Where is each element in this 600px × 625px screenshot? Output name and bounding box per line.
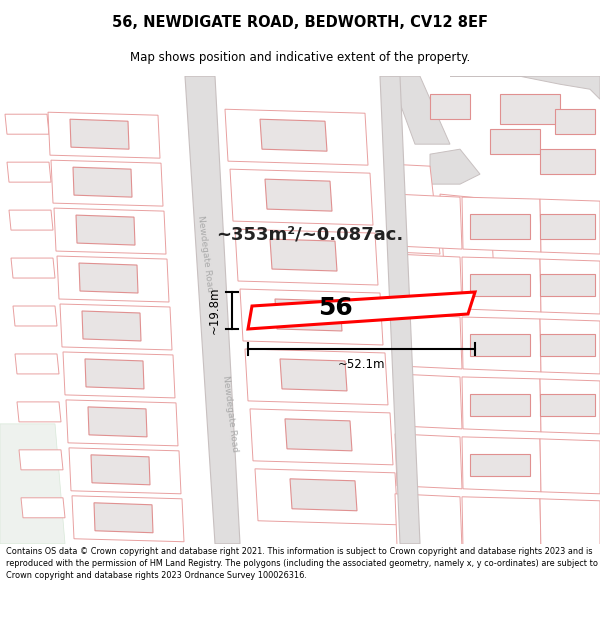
Polygon shape [5, 114, 49, 134]
Polygon shape [91, 455, 150, 485]
Text: Newdegate Road: Newdegate Road [221, 375, 239, 452]
Polygon shape [540, 199, 600, 254]
Polygon shape [72, 496, 184, 542]
Polygon shape [260, 119, 327, 151]
Polygon shape [17, 402, 61, 422]
Polygon shape [540, 274, 595, 296]
Polygon shape [51, 160, 163, 206]
Polygon shape [490, 129, 540, 154]
Polygon shape [76, 215, 135, 245]
Polygon shape [265, 179, 332, 211]
Polygon shape [470, 214, 530, 239]
Polygon shape [0, 424, 65, 544]
Polygon shape [11, 258, 55, 278]
Polygon shape [500, 94, 560, 124]
Polygon shape [94, 503, 153, 532]
Polygon shape [7, 162, 51, 182]
Polygon shape [540, 319, 600, 374]
Polygon shape [235, 229, 378, 285]
Polygon shape [290, 479, 357, 511]
Text: ~52.1m: ~52.1m [338, 359, 385, 371]
Polygon shape [540, 439, 600, 494]
Polygon shape [275, 299, 342, 331]
Polygon shape [462, 317, 541, 372]
Polygon shape [185, 76, 240, 544]
Polygon shape [470, 394, 530, 416]
Polygon shape [462, 377, 541, 432]
Polygon shape [395, 434, 462, 489]
Polygon shape [19, 450, 63, 470]
Polygon shape [540, 334, 595, 356]
Polygon shape [21, 498, 65, 518]
Polygon shape [15, 354, 59, 374]
Polygon shape [248, 292, 475, 329]
Polygon shape [9, 210, 53, 230]
Polygon shape [60, 304, 172, 350]
Polygon shape [390, 164, 440, 254]
Polygon shape [540, 149, 595, 174]
Polygon shape [225, 109, 368, 165]
Polygon shape [82, 311, 141, 341]
Polygon shape [79, 263, 138, 293]
Text: Map shows position and indicative extent of the property.: Map shows position and indicative extent… [130, 51, 470, 64]
Polygon shape [462, 497, 541, 552]
Polygon shape [85, 359, 144, 389]
Polygon shape [470, 334, 530, 356]
Polygon shape [390, 76, 450, 144]
Polygon shape [470, 274, 530, 296]
Polygon shape [450, 76, 600, 99]
Polygon shape [48, 112, 160, 158]
Polygon shape [270, 239, 337, 271]
Polygon shape [395, 494, 462, 549]
Polygon shape [462, 437, 541, 492]
Polygon shape [13, 306, 57, 326]
Text: 56: 56 [319, 296, 353, 320]
Polygon shape [54, 208, 166, 254]
Polygon shape [540, 214, 595, 239]
Polygon shape [395, 194, 462, 249]
Text: ~353m²/~0.087ac.: ~353m²/~0.087ac. [217, 225, 404, 243]
Polygon shape [440, 194, 495, 294]
Polygon shape [70, 119, 129, 149]
Polygon shape [250, 409, 393, 465]
Polygon shape [430, 94, 470, 119]
Polygon shape [63, 352, 175, 398]
Polygon shape [57, 256, 169, 302]
Polygon shape [462, 257, 541, 312]
Polygon shape [540, 259, 600, 314]
Text: Newdegate Road: Newdegate Road [196, 215, 214, 293]
Polygon shape [280, 359, 347, 391]
Polygon shape [395, 314, 462, 369]
Polygon shape [66, 400, 178, 446]
Polygon shape [395, 374, 462, 429]
Polygon shape [245, 349, 388, 405]
Text: Contains OS data © Crown copyright and database right 2021. This information is : Contains OS data © Crown copyright and d… [6, 548, 598, 580]
Polygon shape [540, 394, 595, 416]
Polygon shape [69, 448, 181, 494]
Text: ~19.8m: ~19.8m [208, 287, 221, 334]
Polygon shape [540, 379, 600, 434]
Polygon shape [380, 76, 420, 544]
Polygon shape [73, 167, 132, 197]
Polygon shape [285, 419, 352, 451]
Text: 56, NEWDIGATE ROAD, BEDWORTH, CV12 8EF: 56, NEWDIGATE ROAD, BEDWORTH, CV12 8EF [112, 16, 488, 31]
Polygon shape [240, 289, 383, 345]
Polygon shape [255, 469, 398, 525]
Polygon shape [470, 454, 530, 476]
Polygon shape [430, 149, 480, 184]
Polygon shape [540, 499, 600, 554]
Polygon shape [395, 254, 462, 309]
Polygon shape [230, 169, 373, 225]
Polygon shape [555, 109, 595, 134]
Polygon shape [462, 197, 541, 252]
Polygon shape [88, 407, 147, 437]
